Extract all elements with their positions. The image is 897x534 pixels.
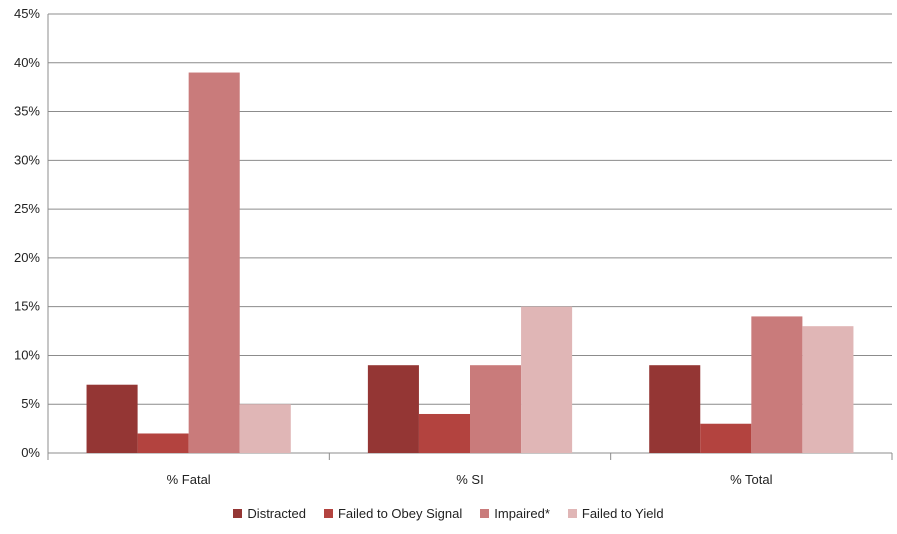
legend-swatch (480, 509, 490, 518)
legend-label: Distracted (247, 506, 306, 521)
legend-item: Failed to Yield (567, 506, 664, 521)
bar (802, 326, 854, 453)
legend-swatch (567, 509, 577, 518)
x-tick-label: % SI (456, 472, 483, 487)
bar (751, 316, 803, 453)
legend-swatch (233, 509, 243, 518)
legend-item: Impaired* (480, 506, 550, 521)
bar (649, 365, 701, 453)
legend-swatch (323, 509, 333, 518)
y-tick-label: 35% (14, 104, 40, 119)
y-tick-label: 15% (14, 299, 40, 314)
bar (137, 433, 189, 453)
y-tick-label: 10% (14, 347, 40, 362)
y-tick-label: 25% (14, 201, 40, 216)
x-tick-label: % Total (730, 472, 773, 487)
legend-label: Impaired* (494, 506, 550, 521)
y-tick-label: 5% (21, 396, 40, 411)
bar (188, 72, 240, 454)
bar (418, 413, 470, 453)
legend-label: Failed to Obey Signal (337, 506, 463, 521)
bar (470, 365, 522, 453)
bar (239, 404, 291, 453)
legend: Distracted Failed to Obey Signal Impaired*… (0, 506, 897, 521)
bar (521, 306, 573, 453)
y-tick-label: 0% (21, 445, 40, 460)
y-tick-label: 40% (14, 55, 40, 70)
legend-label: Failed to Yield (581, 506, 664, 521)
y-tick-label: 30% (14, 152, 40, 167)
y-tick-label: 20% (14, 250, 40, 265)
bar (86, 384, 138, 453)
bar (700, 423, 752, 453)
legend-item: Failed to Obey Signal (323, 506, 463, 521)
x-tick-label: % Fatal (167, 472, 211, 487)
y-tick-label: 45% (14, 6, 40, 21)
legend-item: Distracted (233, 506, 306, 521)
bar (367, 365, 419, 453)
